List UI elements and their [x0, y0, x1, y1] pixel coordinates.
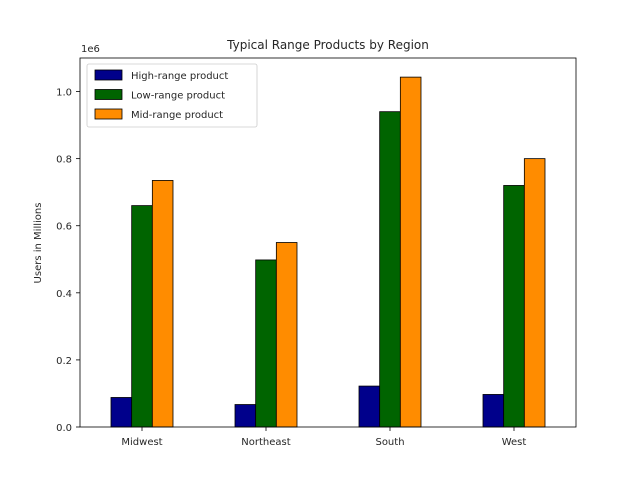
- legend-swatch: [94, 108, 123, 120]
- x-tick-label: Northeast: [241, 437, 290, 448]
- bar-west-3: [523, 158, 546, 428]
- bar-midwest-1: [110, 397, 133, 428]
- legend-swatch: [94, 89, 123, 100]
- y-tick-label: 1.0: [56, 88, 72, 99]
- legend-label: Low-range product: [131, 91, 225, 102]
- x-tick-label: West: [502, 437, 527, 448]
- bar-south-3: [399, 76, 422, 428]
- y-offset-label: 1e6: [81, 44, 100, 55]
- bar-west-2: [503, 185, 525, 428]
- y-tick-label: 0.8: [56, 155, 72, 166]
- legend-label: Mid-range product: [131, 110, 223, 121]
- y-axis-label: Users in Millions: [33, 203, 44, 284]
- y-tick-label: 0.6: [56, 222, 72, 233]
- bars-layer: [110, 76, 546, 428]
- y-axis-ticks: 0.0 0.2 0.4 0.6 0.8 1.0: [56, 88, 80, 434]
- legend-label: High-range product: [131, 71, 228, 82]
- bar-northeast-2: [255, 259, 277, 428]
- x-axis-ticks: Midwest Northeast South West: [121, 427, 526, 448]
- bar-south-2: [379, 111, 401, 428]
- y-tick-label: 0.2: [56, 356, 72, 367]
- legend-swatch: [94, 69, 123, 81]
- chart-title: Typical Range Products by Region: [226, 38, 429, 52]
- bar-south-1: [358, 385, 381, 428]
- x-tick-label: Midwest: [121, 437, 162, 448]
- legend: High-range product Low-range product Mid-r…: [86, 63, 258, 128]
- y-tick-label: 0.4: [56, 289, 72, 300]
- x-tick-label: South: [375, 437, 404, 448]
- bar-northeast-1: [234, 404, 257, 428]
- bar-northeast-3: [275, 242, 298, 428]
- bar-west-1: [482, 394, 505, 428]
- bar-midwest-2: [131, 205, 153, 428]
- legend-frame: [86, 63, 258, 128]
- y-tick-label: 0.0: [56, 423, 72, 434]
- plot-frame: [79, 57, 577, 428]
- bar-midwest-3: [151, 180, 174, 428]
